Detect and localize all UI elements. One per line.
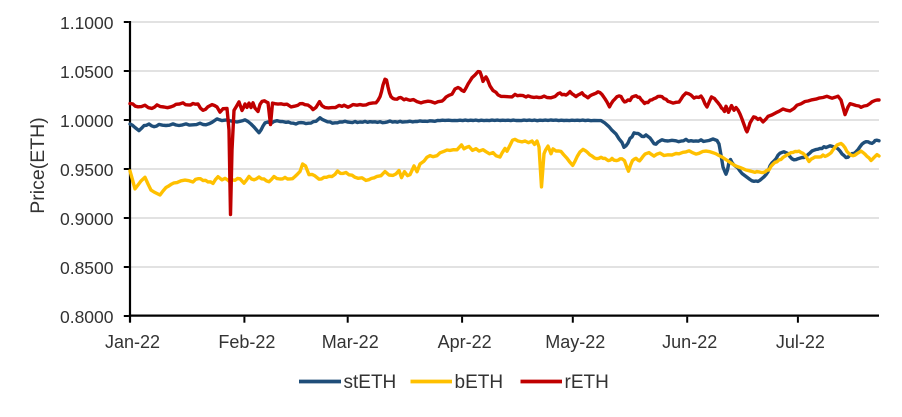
svg-text:Mar-22: Mar-22 (322, 332, 379, 352)
svg-text:0.8500: 0.8500 (60, 258, 114, 278)
svg-text:Jul-22: Jul-22 (776, 332, 825, 352)
svg-text:Jun-22: Jun-22 (662, 332, 717, 352)
svg-text:0.9500: 0.9500 (60, 160, 114, 180)
svg-text:Price(ETH): Price(ETH) (27, 117, 49, 213)
svg-text:stETH: stETH (344, 372, 397, 393)
svg-text:Feb-22: Feb-22 (218, 332, 275, 352)
svg-text:1.0000: 1.0000 (60, 111, 114, 131)
svg-text:1.0500: 1.0500 (60, 62, 114, 82)
svg-text:0.8000: 0.8000 (60, 307, 114, 327)
svg-text:Jan-22: Jan-22 (105, 332, 160, 352)
svg-text:0.9000: 0.9000 (60, 209, 114, 229)
svg-text:1.1000: 1.1000 (60, 13, 114, 33)
svg-text:Apr-22: Apr-22 (438, 332, 492, 352)
svg-text:bETH: bETH (455, 372, 504, 393)
svg-text:rETH: rETH (565, 372, 609, 393)
svg-text:May-22: May-22 (545, 332, 605, 352)
